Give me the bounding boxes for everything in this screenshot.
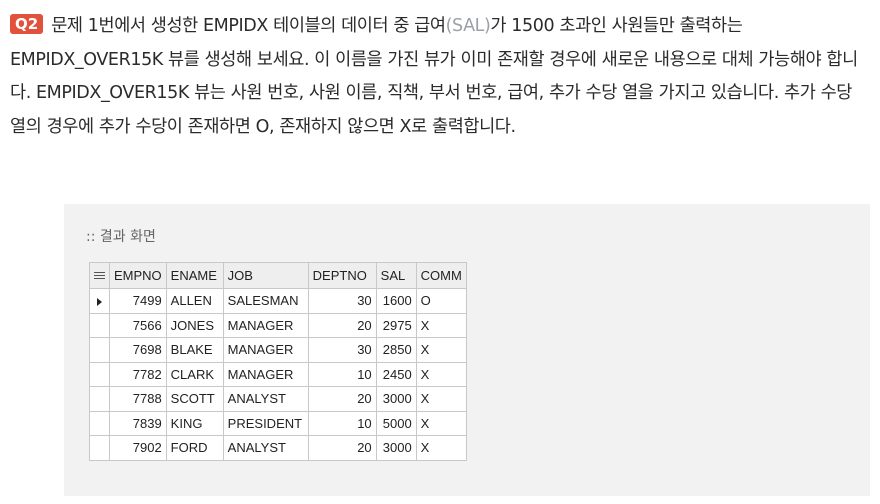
cell-comm[interactable]: X <box>415 361 467 387</box>
row-indicator[interactable] <box>89 288 110 314</box>
cell-sal[interactable]: 2850 <box>375 337 417 363</box>
row-indicator[interactable] <box>89 410 110 436</box>
cell-sal[interactable]: 2450 <box>375 361 417 387</box>
grid-icon[interactable] <box>94 272 105 282</box>
cell-sal[interactable]: 2975 <box>375 312 417 338</box>
table-row[interactable]: 7698 BLAKE MANAGER 30 2850 X <box>89 337 467 363</box>
cell-comm[interactable]: X <box>415 410 467 436</box>
cell-job[interactable]: MANAGER <box>222 337 309 363</box>
question-block: Q2 문제 1번에서 생성한 EMPIDX 테이블의 데이터 중 급여(SAL)가… <box>10 10 872 144</box>
cell-deptno[interactable]: 30 <box>307 288 377 314</box>
question-text-part: 문제 1번에서 생성한 EMPIDX 테이블의 데이터 중 급여 <box>51 16 446 36</box>
cell-empno[interactable]: 7839 <box>109 410 167 436</box>
table-row[interactable]: 7839 KING PRESIDENT 10 5000 X <box>89 410 467 436</box>
table-row[interactable]: 7788 SCOTT ANALYST 20 3000 X <box>89 386 467 412</box>
cell-empno[interactable]: 7499 <box>109 288 167 314</box>
cell-job[interactable]: PRESIDENT <box>222 410 309 436</box>
table-row[interactable]: 7902 FORD ANALYST 20 3000 X <box>89 435 467 461</box>
result-panel: :: 결과 화면 EMPNO ENAME JOB DEPTNO SAL COMM… <box>64 204 870 496</box>
cell-ename[interactable]: FORD <box>165 435 224 461</box>
cell-job[interactable]: MANAGER <box>222 312 309 338</box>
column-header-job[interactable]: JOB <box>222 262 309 289</box>
cell-comm[interactable]: O <box>415 288 467 314</box>
cell-ename[interactable]: JONES <box>165 312 224 338</box>
question-text-muted: (SAL) <box>445 16 491 36</box>
cell-empno[interactable]: 7566 <box>109 312 167 338</box>
cell-empno[interactable]: 7782 <box>109 361 167 387</box>
column-header-comm[interactable]: COMM <box>415 262 467 289</box>
row-indicator[interactable] <box>89 337 110 363</box>
cell-job[interactable]: MANAGER <box>222 361 309 387</box>
column-header-empno[interactable]: EMPNO <box>109 262 167 289</box>
row-indicator[interactable] <box>89 312 110 338</box>
table-row[interactable]: 7566 JONES MANAGER 20 2975 X <box>89 312 467 338</box>
cell-sal[interactable]: 3000 <box>375 386 417 412</box>
cell-job[interactable]: ANALYST <box>222 386 309 412</box>
column-header-ename[interactable]: ENAME <box>165 262 224 289</box>
cell-ename[interactable]: KING <box>165 410 224 436</box>
cell-comm[interactable]: X <box>415 337 467 363</box>
cell-ename[interactable]: BLAKE <box>165 337 224 363</box>
cell-deptno[interactable]: 10 <box>307 361 377 387</box>
row-indicator[interactable] <box>89 361 110 387</box>
column-header-sal[interactable]: SAL <box>375 262 417 289</box>
cell-sal[interactable]: 3000 <box>375 435 417 461</box>
grid-header-row: EMPNO ENAME JOB DEPTNO SAL COMM <box>89 262 467 289</box>
cell-deptno[interactable]: 20 <box>307 386 377 412</box>
cell-comm[interactable]: X <box>415 386 467 412</box>
cell-deptno[interactable]: 30 <box>307 337 377 363</box>
table-row[interactable]: 7782 CLARK MANAGER 10 2450 X <box>89 361 467 387</box>
result-grid: EMPNO ENAME JOB DEPTNO SAL COMM 7499 ALL… <box>89 262 467 461</box>
cell-sal[interactable]: 1600 <box>375 288 417 314</box>
cell-empno[interactable]: 7788 <box>109 386 167 412</box>
cell-ename[interactable]: SCOTT <box>165 386 224 412</box>
table-row[interactable]: 7499 ALLEN SALESMAN 30 1600 O <box>89 288 467 314</box>
result-label: :: 결과 화면 <box>86 229 156 245</box>
cell-deptno[interactable]: 20 <box>307 312 377 338</box>
cell-deptno[interactable]: 10 <box>307 410 377 436</box>
question-badge: Q2 <box>10 14 44 34</box>
cell-job[interactable]: ANALYST <box>222 435 309 461</box>
row-indicator[interactable] <box>89 386 110 412</box>
column-header-deptno[interactable]: DEPTNO <box>307 262 377 289</box>
question-text: 문제 1번에서 생성한 EMPIDX 테이블의 데이터 중 급여(SAL)가 1… <box>10 16 858 137</box>
question-text-part: 가 1500 초과인 사원들만 출력하는 EMPIDX_OVER15K 뷰를 생… <box>10 16 858 137</box>
cell-empno[interactable]: 7698 <box>109 337 167 363</box>
current-row-triangle-icon <box>97 297 102 306</box>
cell-job[interactable]: SALESMAN <box>222 288 309 314</box>
cell-ename[interactable]: CLARK <box>165 361 224 387</box>
row-indicator[interactable] <box>89 435 110 461</box>
cell-sal[interactable]: 5000 <box>375 410 417 436</box>
cell-ename[interactable]: ALLEN <box>165 288 224 314</box>
grid-menu-cell[interactable] <box>89 262 110 289</box>
cell-deptno[interactable]: 20 <box>307 435 377 461</box>
cell-empno[interactable]: 7902 <box>109 435 167 461</box>
cell-comm[interactable]: X <box>415 312 467 338</box>
cell-comm[interactable]: X <box>415 435 467 461</box>
